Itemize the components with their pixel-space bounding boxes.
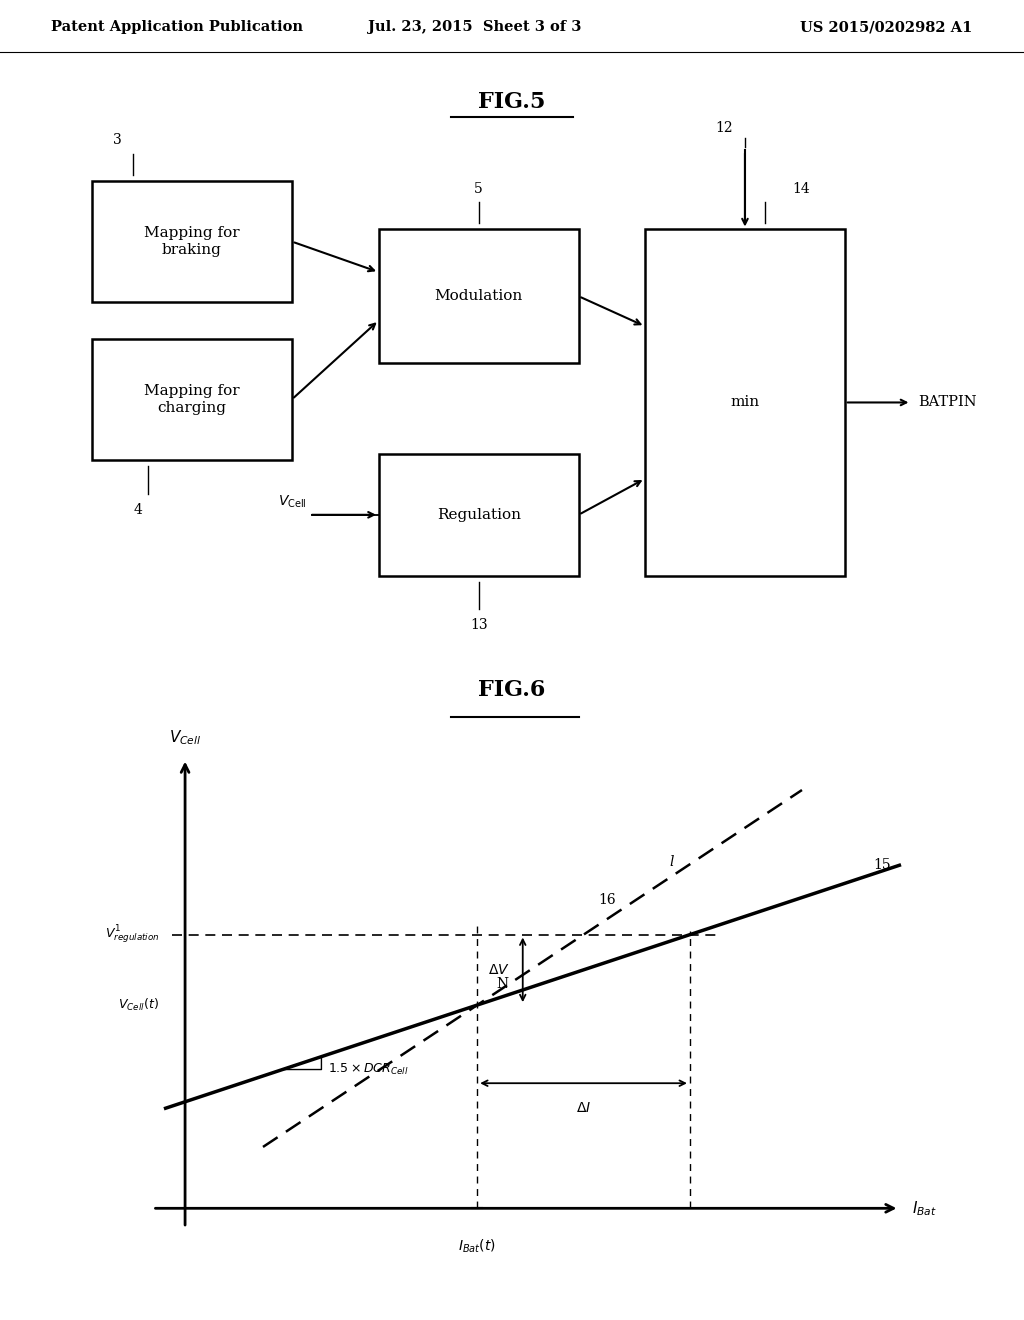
Text: 5: 5 — [474, 182, 483, 195]
Text: $V_{\rm Cell}$: $V_{\rm Cell}$ — [279, 494, 307, 510]
Bar — [379, 454, 579, 576]
Text: Patent Application Publication: Patent Application Publication — [51, 20, 303, 34]
Text: 12: 12 — [716, 121, 733, 135]
Text: 14: 14 — [793, 182, 810, 195]
Text: 13: 13 — [470, 618, 487, 632]
Text: Mapping for
braking: Mapping for braking — [144, 227, 240, 256]
Text: $V_{Cell}$: $V_{Cell}$ — [169, 729, 202, 747]
Text: Modulation: Modulation — [434, 289, 523, 304]
Bar — [92, 339, 292, 461]
Bar — [92, 181, 292, 302]
Text: 3: 3 — [113, 133, 122, 148]
Text: FIG.6: FIG.6 — [478, 680, 546, 701]
Text: $V_{Cell}(t)$: $V_{Cell}(t)$ — [118, 997, 159, 1012]
Text: 15: 15 — [873, 858, 891, 873]
Text: BATPIN: BATPIN — [919, 396, 977, 409]
Text: US 2015/0202982 A1: US 2015/0202982 A1 — [801, 20, 973, 34]
Bar — [379, 230, 579, 363]
Text: FIG.5: FIG.5 — [478, 91, 546, 114]
Text: $1.5\times DCR_{Cell}$: $1.5\times DCR_{Cell}$ — [328, 1063, 409, 1077]
Text: N: N — [497, 977, 509, 991]
Text: $\Delta V$: $\Delta V$ — [488, 962, 510, 977]
Text: Jul. 23, 2015  Sheet 3 of 3: Jul. 23, 2015 Sheet 3 of 3 — [369, 20, 582, 34]
Text: Regulation: Regulation — [436, 508, 521, 521]
Text: l: l — [670, 855, 675, 870]
Text: $I_{Bat}$: $I_{Bat}$ — [912, 1199, 937, 1217]
Bar — [645, 230, 845, 576]
Text: $\Delta I$: $\Delta I$ — [575, 1101, 591, 1115]
Text: $V^1_{regulation}$: $V^1_{regulation}$ — [104, 924, 159, 945]
Text: $I_{Bat}(t)$: $I_{Bat}(t)$ — [459, 1238, 497, 1255]
Text: 16: 16 — [598, 894, 616, 907]
Text: 4: 4 — [133, 503, 142, 516]
Text: min: min — [730, 396, 760, 409]
Text: Mapping for
charging: Mapping for charging — [144, 384, 240, 414]
